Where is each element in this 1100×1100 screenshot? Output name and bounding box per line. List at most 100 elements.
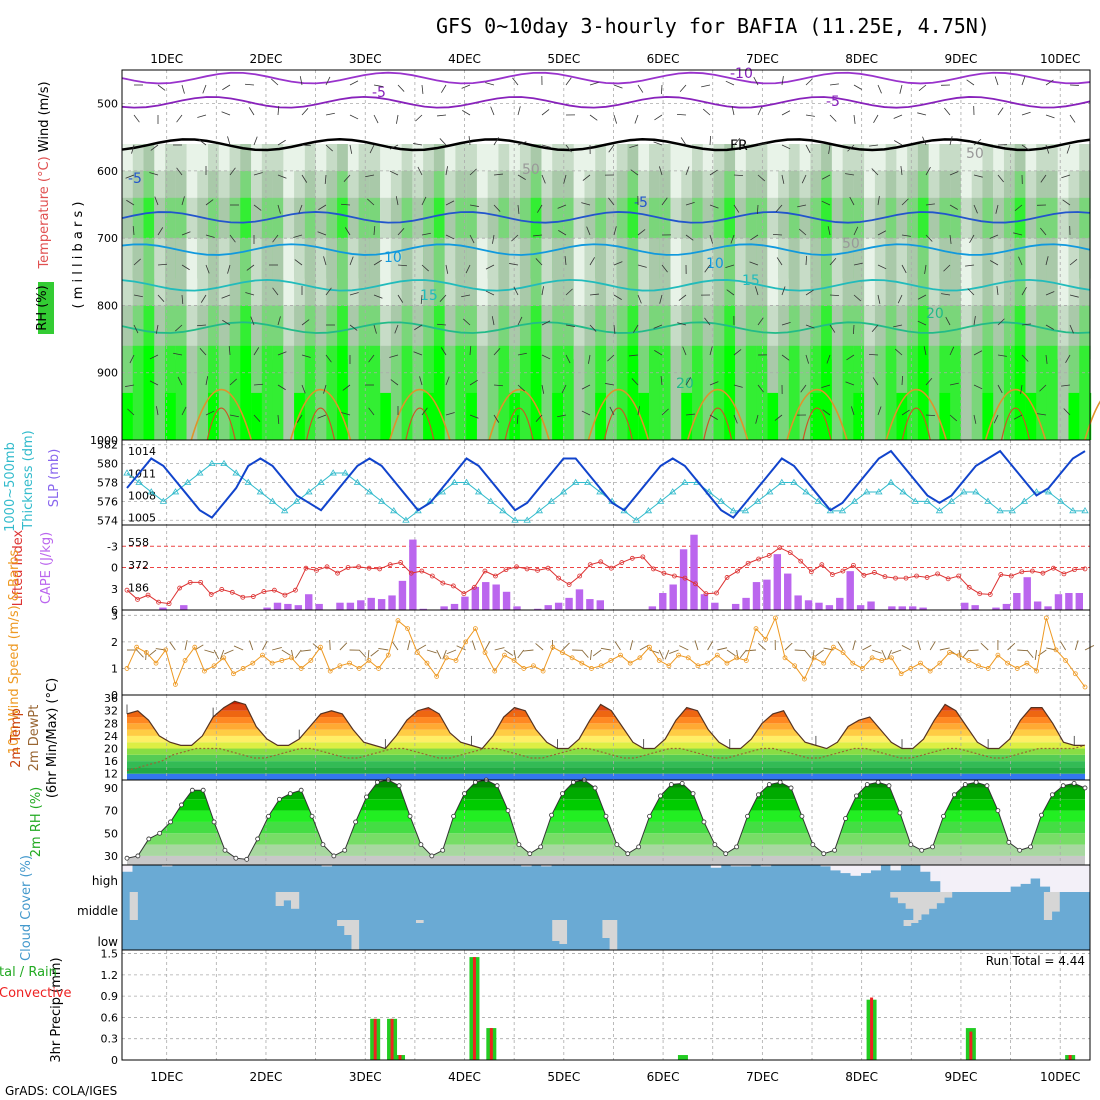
lifted-index-marker [840,568,846,574]
rh-band [127,833,1085,845]
rh-shading-cell [960,197,973,279]
cloud-bar [283,892,292,901]
rh-marker [734,844,740,850]
cape-bar [1023,577,1031,610]
wind-barb [373,225,376,236]
wind-barb [157,294,165,302]
rh-shading-cell [971,345,984,440]
rh-shading-cell [767,197,779,279]
wind-barb [613,294,622,300]
rh-shading-cell [272,345,284,440]
rh-shading-cell [692,305,704,360]
wind-speed-marker [908,666,914,671]
rh-shading-cell [702,238,715,306]
wind-barb [1021,287,1027,296]
wind-barb [1017,649,1028,652]
rh-marker [320,842,326,847]
cloud-bar [521,865,532,867]
wind-barb [753,76,759,86]
wind-barb [877,264,887,270]
cloud-bar [990,865,1001,892]
wind-speed-marker [695,663,701,669]
wind-barb [445,264,449,274]
lifted-index-marker [640,554,646,560]
rh-shading-cell [670,238,682,306]
wind-speed-marker [482,650,488,655]
wind-speed-marker [579,660,585,666]
precip-convective-bar [390,1018,394,1060]
wind-barb [1060,641,1067,651]
wind-barb [169,641,176,651]
cloud-bar [980,865,991,892]
wind-barb [293,234,303,238]
wind-barb [837,641,844,651]
cape-bar [492,584,500,610]
wind-barb [969,234,975,243]
thickness-marker [814,497,822,504]
y-tick-label: 1000 [90,434,118,447]
lifted-index-marker [250,594,256,599]
lifted-index-marker [756,556,762,562]
wind-barb [757,142,767,146]
rh-shading-cell [390,345,403,440]
wind-barb [893,324,903,328]
y-tick-label: 30 [104,850,118,863]
y-axis-label: Temperature (°C) Wind (m/s) [37,81,52,269]
wind-barb [829,83,839,86]
rh-shading-cell [455,197,467,279]
run-total-annotation: Run Total = 4.44 [986,954,1085,968]
wind-barb [893,114,903,119]
rh-shading-cell [487,238,500,306]
rh-marker [549,812,554,818]
wind-barb [901,264,907,274]
y-tick-label: 32 [104,705,118,718]
thickness-marker [135,478,143,485]
rh-marker [886,783,892,789]
wind-barb [1034,649,1038,660]
cloud-bar [910,920,919,923]
rh-shading-cell [1046,305,1059,360]
precip-convective-bar [472,957,476,1060]
wind-barb [589,324,597,332]
y-tick-label: middle [77,904,118,918]
cape-bar [461,596,469,610]
warm-contour [984,389,1047,441]
wind-speed-marker [347,660,352,666]
cape-bar [794,595,802,610]
wind-barb [654,114,663,121]
wind-barb [389,354,399,358]
rh-shading-cell [509,305,521,360]
lifted-index-marker [1008,573,1014,579]
rh-marker [200,787,206,793]
wind-barb [1045,256,1049,266]
wind-barb [1045,114,1055,119]
rh-shading-cell [229,238,241,306]
wind-barb [658,649,664,660]
bottom-day-label: 4DEC [448,1070,481,1084]
y-tick-label: 1.2 [101,969,119,982]
wind-barb [821,200,831,206]
wind-barb [829,114,837,122]
rh-marker [984,783,990,789]
wind-barb [815,649,824,657]
wind-barb [661,408,669,416]
rh-shading-cell [917,238,930,306]
rh-shading-cell [778,345,790,440]
thickness-marker [365,488,374,495]
rh-marker [538,844,544,850]
wind-barb [493,348,501,356]
y-axis-label: RH (%) [35,285,50,330]
thickness-marker [256,488,265,495]
thickness-marker [450,478,459,485]
rh-shading-cell [444,197,457,279]
rh-marker [625,851,631,857]
wind-speed-marker [492,668,498,674]
wind-barb [704,317,711,326]
wind-barb [233,645,244,651]
cloud-bar [1080,865,1091,892]
rh-shading-cell [713,197,725,279]
lifted-index-marker [861,572,867,578]
thickness-marker [1069,507,1077,514]
rh-shading-cell [853,238,865,306]
